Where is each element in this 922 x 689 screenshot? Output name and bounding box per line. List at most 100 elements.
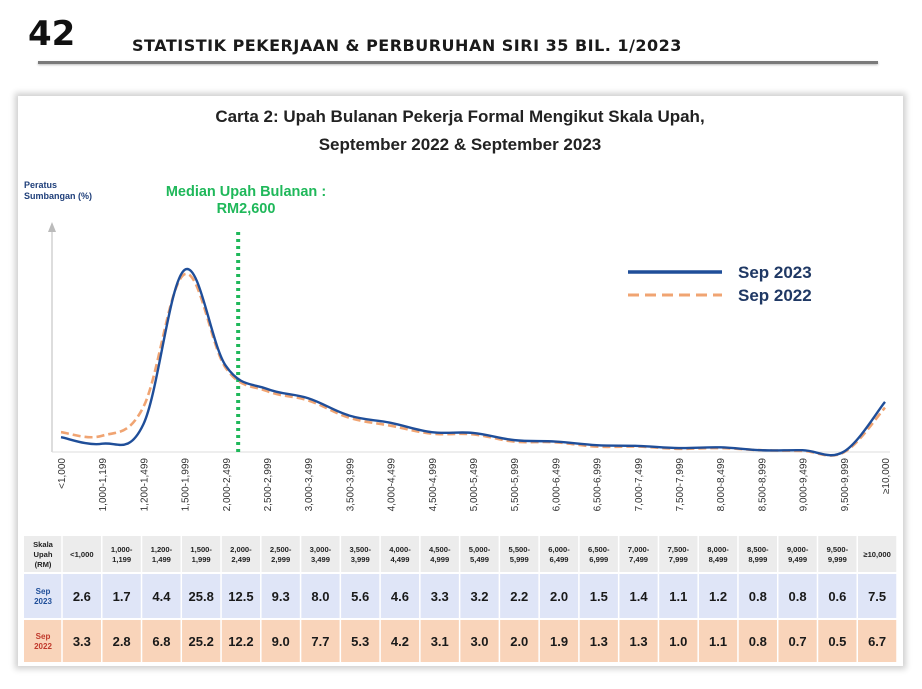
table-header-cell: 1,499	[152, 555, 171, 564]
table-header-cell: 4,500-	[429, 545, 451, 554]
table-header-cell: 4,000-	[389, 545, 411, 554]
table-header-cell: 8,999	[748, 555, 767, 564]
table-header-cell: 4,999	[430, 555, 449, 564]
table-header-cell: 8,499	[709, 555, 728, 564]
median-label-line1: Median Upah Bulanan :	[166, 184, 326, 200]
table-header-cell: 5,499	[470, 555, 489, 564]
table-header-cell: 1,000-	[111, 545, 133, 554]
table-cell-sep2023: 0.8	[749, 589, 767, 604]
y-axis-arrow	[48, 222, 56, 232]
table-row-sep2023-bg	[24, 574, 897, 618]
table-cell-sep2023: 1.4	[630, 589, 649, 604]
table-cell-sep2023: 8.0	[311, 589, 329, 604]
table-row-label: 2022	[34, 642, 52, 651]
table-header-cell: <1,000	[70, 550, 93, 559]
table-cell-sep2023: 1.7	[113, 589, 131, 604]
x-tick-label: 5,000-5,499	[469, 458, 480, 512]
plot-area	[48, 222, 890, 457]
table-cell-sep2022: 3.0	[470, 634, 488, 649]
x-tick-label: 5,500-5,999	[510, 458, 521, 512]
table-cell-sep2023: 1.1	[669, 589, 687, 604]
table-cell-sep2023: 3.2	[470, 589, 488, 604]
table-cell-sep2022: 0.8	[749, 634, 767, 649]
table-header-cell: 5,500-	[508, 545, 530, 554]
table-cell-sep2023: 7.5	[868, 589, 886, 604]
table-header-cell: 8,500-	[747, 545, 769, 554]
x-tick-label: 3,500-3,999	[345, 458, 356, 512]
data-table: SkalaUpah(RM)Sep2023Sep2022<1,0002.63.31…	[24, 536, 898, 662]
table-cell-sep2022: 0.7	[789, 634, 807, 649]
table-cell-sep2022: 2.0	[510, 634, 528, 649]
table-header-cell: 1,999	[192, 555, 211, 564]
table-header-cell: 1,199	[112, 555, 131, 564]
table-cell-sep2022: 1.1	[709, 634, 727, 649]
table-header-cell: 2,500-	[270, 545, 292, 554]
table-header-label: Skala	[33, 540, 54, 549]
x-tick-label: 2,500-2,999	[263, 458, 274, 512]
table-cell-sep2022: 3.3	[73, 634, 91, 649]
table-cell-sep2022: 6.7	[868, 634, 886, 649]
x-tick-label: 1,200-1,499	[139, 458, 150, 512]
table-cell-sep2023: 4.4	[152, 589, 171, 604]
table-header-cell: 3,999	[351, 555, 370, 564]
x-tick-label: 8,000-8,499	[716, 458, 727, 512]
table-header-cell: 7,000-	[628, 545, 650, 554]
table-header-label: Upah	[34, 550, 53, 559]
table-header-cell: 6,999	[589, 555, 608, 564]
x-tick-label: <1,000	[57, 458, 68, 489]
table-header-cell: 2,000-	[230, 545, 252, 554]
chart-card: Carta 2: Upah Bulanan Pekerja Formal Men…	[18, 96, 903, 666]
table-header-cell: 5,999	[510, 555, 529, 564]
x-tick-label: 7,000-7,499	[634, 458, 645, 512]
series-line-sep2023	[60, 267, 886, 457]
table-cell-sep2023: 4.6	[391, 589, 409, 604]
table-header-cell: 4,499	[390, 555, 409, 564]
chart-svg: Carta 2: Upah Bulanan Pekerja Formal Men…	[24, 107, 898, 662]
table-cell-sep2022: 1.3	[590, 634, 608, 649]
table-cell-sep2023: 2.2	[510, 589, 528, 604]
x-tick-label: 6,500-6,999	[593, 458, 604, 512]
x-tick-label: 6,000-6,499	[551, 458, 562, 512]
median-label-line2: RM2,600	[217, 201, 276, 217]
table-header-cell: 8,000-	[707, 545, 729, 554]
chart-title-line1: Carta 2: Upah Bulanan Pekerja Formal Men…	[215, 107, 704, 126]
table-header-cell: 7,999	[669, 555, 688, 564]
table-cell-sep2022: 1.0	[669, 634, 687, 649]
table-header-cell: 3,500-	[349, 545, 371, 554]
x-tick-label: 4,000-4,499	[387, 458, 398, 512]
x-tick-label: 2,000-2,499	[222, 458, 233, 512]
table-cell-sep2023: 5.6	[351, 589, 369, 604]
table-cell-sep2023: 3.3	[431, 589, 449, 604]
page-number: 42	[28, 14, 76, 54]
table-cell-sep2022: 0.5	[828, 634, 846, 649]
table-header-cell: 1,500-	[190, 545, 212, 554]
table-header-cell: 9,999	[828, 555, 847, 564]
table-header-label: (RM)	[35, 560, 52, 569]
table-cell-sep2022: 12.2	[228, 634, 253, 649]
x-tick-label: ≥10,000	[881, 458, 892, 495]
table-header-cell: 3,000-	[310, 545, 332, 554]
y-axis-label-line1: Peratus	[24, 180, 57, 190]
table-header-cell: 1,200-	[151, 545, 173, 554]
table-cell-sep2023: 2.0	[550, 589, 568, 604]
y-axis-label-line2: Sumbangan (%)	[24, 191, 92, 201]
legend-label-sep2023: Sep 2023	[738, 263, 812, 282]
chart-title-line2: September 2022 & September 2023	[319, 135, 602, 154]
table-cell-sep2023: 0.8	[789, 589, 807, 604]
table-header-cell: 9,499	[788, 555, 807, 564]
x-tick-label: 9,500-9,999	[840, 458, 851, 512]
running-header: STATISTIK PEKERJAAN & PERBURUHAN SIRI 35…	[132, 36, 682, 55]
legend-label-sep2022: Sep 2022	[738, 286, 812, 305]
table-header-cell: 9,000-	[787, 545, 809, 554]
table-header-row-bg	[24, 536, 897, 572]
table-header-cell: 6,499	[550, 555, 569, 564]
x-tick-label: 7,500-7,999	[675, 458, 686, 512]
table-cell-sep2022: 3.1	[431, 634, 449, 649]
table-cell-sep2023: 1.5	[590, 589, 608, 604]
table-header-cell: 9,500-	[827, 545, 849, 554]
table-row-label: 2023	[34, 597, 52, 606]
table-cell-sep2023: 2.6	[73, 589, 91, 604]
table-header-cell: ≥10,000	[863, 550, 890, 559]
table-header-cell: 7,499	[629, 555, 648, 564]
x-tick-labels: <1,000 1,000-1,199 1,200-1,499 1,500-1,999 2…	[57, 458, 892, 512]
